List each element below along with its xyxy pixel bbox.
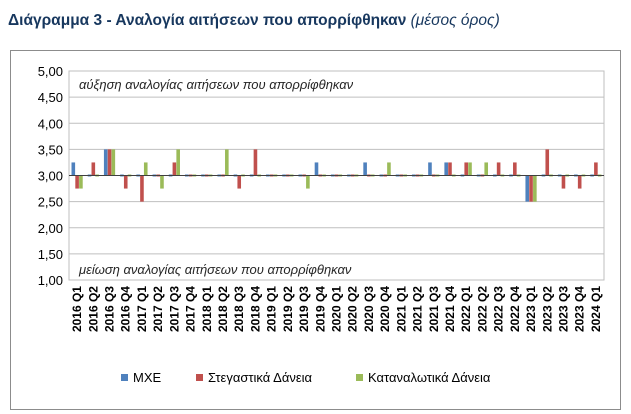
- x-tick-label: 2023 Q1: [524, 286, 538, 332]
- x-tick-label: 2021 Q3: [427, 286, 441, 332]
- y-tick-label: 3,50: [38, 142, 63, 157]
- legend-swatch: [196, 374, 203, 381]
- x-tick-label: 2022 Q1: [459, 286, 473, 332]
- bar: [107, 149, 112, 176]
- y-tick-label: 2,50: [38, 195, 63, 210]
- bar: [160, 175, 164, 189]
- bar: [140, 175, 144, 202]
- y-tick-label: 1,00: [38, 273, 63, 288]
- y-tick-label: 5,00: [38, 64, 63, 79]
- bar: [468, 162, 472, 176]
- x-tick-label: 2017 Q3: [167, 286, 181, 332]
- x-tick-label: 2020 Q2: [346, 286, 360, 332]
- x-tick-label: 2017 Q2: [151, 286, 165, 332]
- x-tick-label: 2024 Q1: [589, 286, 603, 332]
- x-tick-label: 2017 Q4: [184, 286, 198, 332]
- legend-label: ΜΧΕ: [133, 370, 162, 385]
- x-tick-label: 2016 Q3: [103, 286, 117, 332]
- bar: [594, 162, 598, 176]
- bar: [545, 149, 550, 176]
- bar: [428, 162, 432, 176]
- x-tick-label: 2016 Q2: [86, 286, 100, 332]
- bar: [225, 149, 229, 176]
- chart-svg: 5,00 4,50 4,00 3,50 3,00 2,50 2,00 1,50 1,00 αύξη…: [38, 64, 605, 385]
- bar: [71, 162, 76, 176]
- bar: [561, 175, 566, 189]
- y-tick-label: 3,00: [38, 169, 63, 184]
- x-tick-label: 2022 Q4: [508, 286, 522, 332]
- chart-frame: 5,00 4,50 4,00 3,50 3,00 2,50 2,00 1,50 1,00 αύξη…: [10, 50, 621, 410]
- bar: [529, 175, 533, 202]
- x-tick-label: 2020 Q1: [330, 286, 344, 332]
- bar: [387, 162, 391, 176]
- y-tick-label: 4,50: [38, 90, 63, 105]
- x-tick-label: 2020 Q4: [378, 286, 392, 332]
- y-tick-label: 1,50: [38, 247, 63, 262]
- x-tick-label: 2023 Q2: [540, 286, 554, 332]
- annotation-decrease: μείωση αναλογίας αιτήσεων που απορρίφθηκ…: [78, 262, 352, 277]
- bar: [91, 162, 96, 176]
- bar: [484, 162, 489, 176]
- x-tick-label: 2022 Q2: [475, 286, 489, 332]
- x-tick-label: 2019 Q3: [297, 286, 311, 332]
- x-tick-label: 2019 Q1: [265, 286, 279, 332]
- bar: [103, 149, 108, 176]
- bar: [143, 162, 148, 176]
- x-tick-label: 2019 Q2: [281, 286, 295, 332]
- legend-swatch: [356, 374, 363, 381]
- x-tick-label: 2023 Q4: [573, 286, 587, 332]
- bar: [172, 162, 177, 176]
- bar: [176, 149, 180, 176]
- x-tick-label: 2018 Q1: [200, 286, 214, 332]
- legend-label: Καταναλωτικά Δάνεια: [368, 370, 491, 385]
- chart-title: Διάγραμμα 3 - Αναλογία αιτήσεων που απορ…: [8, 12, 500, 30]
- bar: [533, 175, 537, 202]
- bar: [123, 175, 128, 189]
- y-tick-label: 2,00: [38, 221, 63, 236]
- bar: [111, 149, 116, 176]
- bar: [464, 162, 468, 176]
- bar: [496, 162, 501, 176]
- x-tick-label: 2020 Q3: [362, 286, 376, 332]
- legend-swatch: [121, 374, 128, 381]
- x-tick-label: 2019 Q4: [313, 286, 327, 332]
- legend-label: Στεγαστικά Δάνεια: [208, 370, 313, 385]
- x-tick-label: 2021 Q1: [394, 286, 408, 332]
- x-tick-label: 2021 Q2: [411, 286, 425, 332]
- bar: [448, 162, 452, 176]
- bar: [513, 162, 517, 176]
- x-tick-label: 2022 Q3: [492, 286, 506, 332]
- bar: [75, 175, 79, 189]
- x-tick-label: 2016 Q1: [70, 286, 84, 332]
- bar: [363, 162, 367, 176]
- x-tick-label: 2017 Q1: [135, 286, 149, 332]
- x-tick-label: 2018 Q2: [216, 286, 230, 332]
- bar: [525, 175, 530, 202]
- x-tick-label: 2021 Q4: [443, 286, 457, 332]
- bar: [79, 175, 83, 189]
- bar: [444, 162, 448, 176]
- bar: [577, 175, 582, 189]
- bar: [237, 175, 242, 189]
- bar: [306, 175, 310, 189]
- x-tick-label: 2023 Q3: [556, 286, 570, 332]
- chart-title-main: Διάγραμμα 3 - Αναλογία αιτήσεων που απορ…: [8, 12, 407, 29]
- x-tick-label: 2016 Q4: [119, 286, 133, 332]
- bar: [314, 162, 319, 176]
- bar: [253, 149, 258, 176]
- chart-title-sub: (μέσος όρος): [410, 12, 500, 29]
- y-tick-label: 4,00: [38, 116, 63, 131]
- annotation-increase: αύξηση αναλογίας αιτήσεων που απορρίφθηκ…: [79, 77, 354, 92]
- x-tick-label: 2018 Q3: [232, 286, 246, 332]
- x-tick-label: 2018 Q4: [248, 286, 262, 332]
